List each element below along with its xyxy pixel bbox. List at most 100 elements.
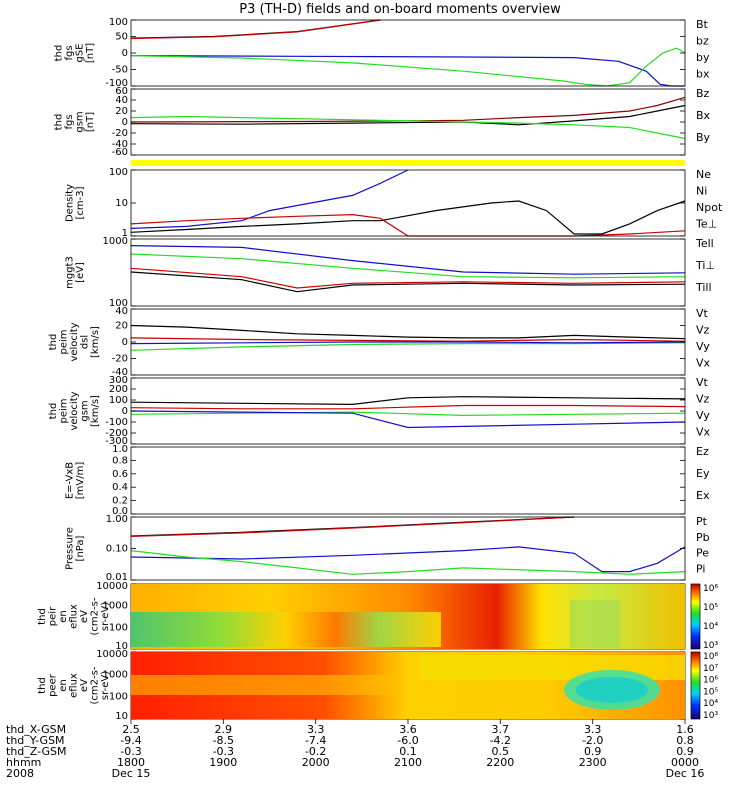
temperature-ytick-label: 100 bbox=[109, 298, 128, 309]
fgs-gsm-ytick-label: -20 bbox=[112, 128, 128, 139]
efield-ytick-label: 0.4 bbox=[112, 482, 128, 493]
fgs-gsm-series-bx bbox=[130, 104, 686, 126]
temperature-series-till bbox=[130, 253, 686, 279]
velocity-dsl-series-vx bbox=[130, 341, 686, 345]
efield-ytick-label: 0.0 bbox=[112, 506, 128, 517]
x-axis-value: -8.5 bbox=[213, 734, 234, 747]
fgs-gse-series-bz bbox=[130, 19, 381, 40]
pressure-series-pi bbox=[130, 546, 686, 573]
peir-colorbar bbox=[690, 583, 701, 650]
fgs-gse-legend-3: bx bbox=[696, 68, 710, 81]
peir-spectrogram-ytick-label: 10 bbox=[115, 641, 128, 652]
density-ytick-label: 1 bbox=[122, 228, 128, 239]
colorbar-tick-label: 10³ bbox=[703, 641, 718, 651]
velocity-gsm-series-vz bbox=[130, 404, 686, 410]
temperature-ylabel-line: mggt3 bbox=[65, 256, 76, 289]
velocity-gsm-ytick-label: -100 bbox=[105, 417, 128, 428]
density-legend-1: Ni bbox=[696, 185, 707, 198]
x-axis-value: 1900 bbox=[209, 756, 237, 769]
x-axis-value: -2.0 bbox=[582, 734, 603, 747]
velocity-gsm-legend-0: Vt bbox=[696, 376, 709, 389]
colorbar-tick-label: 10³ bbox=[703, 711, 718, 721]
x-axis-value: 2000 bbox=[302, 756, 330, 769]
velocity-gsm-series-vx bbox=[130, 410, 686, 429]
peir-spectrogram-ylabel-line: (cm2-s- bbox=[90, 597, 101, 635]
x-axis-value: 0.9 bbox=[584, 745, 602, 758]
fgs-gsm-legend-1: Bx bbox=[696, 109, 711, 122]
fgs-gsm-ytick-label: 40 bbox=[115, 95, 128, 106]
fgs-gse-panel: 100 50 0 -50 -100 thd fgs gSE [nT] Bt bz by bx bbox=[54, 17, 710, 89]
velocity-dsl-legend-1: Vz bbox=[696, 324, 710, 337]
velocity-dsl-ytick-label: -40 bbox=[112, 367, 128, 378]
peer-spectrogram-ylabel-line: sr-eV) bbox=[100, 671, 111, 700]
x-axis-value: 1800 bbox=[117, 756, 145, 769]
x-axis-value: 2100 bbox=[394, 756, 422, 769]
velocity-dsl-series-vt bbox=[130, 324, 686, 340]
colorbar-tick-label: 10⁸ bbox=[703, 652, 718, 662]
fgs-gsm-ytick-label: 20 bbox=[115, 106, 128, 117]
efield-panel: 1.00.8 0.6 0.4 0.20.0 E=-VxB [mV/m] Ez Ey Ex bbox=[65, 444, 710, 517]
velocity-dsl-legend-2: Vy bbox=[696, 340, 710, 353]
density-ylabel-line: [cm-3] bbox=[75, 186, 86, 219]
x-axis-row-label: hhmm bbox=[6, 756, 41, 769]
fgs-gsm-ytick-label: -40 bbox=[112, 139, 128, 150]
velocity-dsl-ylabel-line: dsl bbox=[80, 335, 91, 349]
peir-spectrogram-ylabel-line: sr-eV) bbox=[100, 602, 111, 631]
peer-spectrogram-ytick-label: 100 bbox=[109, 692, 128, 703]
x-axis-row-label: 2008 bbox=[6, 767, 34, 780]
x-axis-value: -9.4 bbox=[120, 734, 141, 747]
fgs-gsm-ylabel-line: thd bbox=[54, 114, 65, 131]
x-axis-value: 0000 bbox=[671, 756, 699, 769]
colorbar-tick-label: 10⁵ bbox=[703, 687, 718, 697]
peer-spectrogram-ylabel-line: eV bbox=[79, 679, 90, 692]
density-legend-2: Npot bbox=[696, 201, 723, 214]
fgs-gse-series-bt bbox=[130, 19, 381, 39]
peir-spectrogram-ylabel-line: thd bbox=[37, 608, 48, 625]
velocity-gsm-ylabel-line: [km/s] bbox=[90, 395, 101, 427]
pressure-frame bbox=[130, 516, 686, 581]
efield-ytick-label: 1.0 bbox=[112, 444, 128, 455]
efield-ytick-label: 0.8 bbox=[112, 455, 128, 466]
fgs-gse-ylabel-line: [nT] bbox=[85, 43, 96, 63]
peer-spectrogram-ylabel-line: en bbox=[58, 679, 69, 692]
fgs-gse-ylabel-line: thd bbox=[54, 45, 65, 62]
fgs-gse-ylabel-line: fgs bbox=[64, 45, 75, 60]
density-ytick-label: 10 bbox=[115, 198, 128, 209]
efield-legend-1: Ey bbox=[696, 467, 710, 480]
efield-legend-2: Ex bbox=[696, 489, 710, 502]
colorbar-tick-label: 10⁶ bbox=[703, 584, 718, 594]
fgs-gsm-ylabel-line: gsm bbox=[75, 111, 86, 132]
velocity-gsm-ytick-label: 100 bbox=[109, 395, 128, 406]
fgs-gse-ytick-label: 50 bbox=[115, 32, 128, 43]
peer-spectrogram-ytick-label: 1000 bbox=[103, 669, 128, 680]
density-ylabel-line: Density bbox=[65, 184, 76, 222]
peir-spectrogram-ylabel-line: peir bbox=[48, 606, 59, 626]
pressure-series-pb bbox=[130, 516, 575, 537]
x-axis-value: Dec 16 bbox=[666, 767, 705, 780]
pressure-legend-1: Pb bbox=[696, 531, 710, 544]
density-series-npot bbox=[130, 169, 409, 229]
x-axis-value: Dec 15 bbox=[112, 767, 151, 780]
fgs-gsm-ytick-label: -60 bbox=[112, 147, 128, 158]
peer-spectrogram-ylabel-line: peer bbox=[48, 673, 59, 697]
x-axis-value: 0.5 bbox=[492, 745, 510, 758]
temperature-legend-1: Ti⊥ bbox=[695, 259, 715, 272]
velocity-gsm-ytick-label: 200 bbox=[109, 384, 128, 395]
fgs-gse-frame bbox=[130, 19, 686, 87]
velocity-dsl-ylabel-line: thd bbox=[48, 334, 59, 351]
velocity-gsm-series-vy bbox=[130, 411, 686, 417]
x-axis-value: -7.4 bbox=[305, 734, 326, 747]
peer-spectrogram-ytick-label: 10 bbox=[115, 711, 128, 722]
efield-frame bbox=[130, 446, 686, 515]
velocity-dsl-ytick-label: 40 bbox=[115, 306, 128, 317]
pressure-panel: 1.00 0.10 0.01 Pressure [nPa] Pt Pb Pe Pi bbox=[65, 514, 710, 583]
fgs-gsm-series-bz bbox=[130, 96, 686, 123]
velocity-gsm-ylabel-line: peim bbox=[59, 398, 70, 423]
peer-spectrogram-image bbox=[131, 652, 685, 719]
velocity-dsl-legend-0: Vt bbox=[696, 307, 709, 320]
fgs-gsm-series-by bbox=[130, 115, 686, 140]
fgs-gse-series-bx bbox=[130, 55, 685, 87]
